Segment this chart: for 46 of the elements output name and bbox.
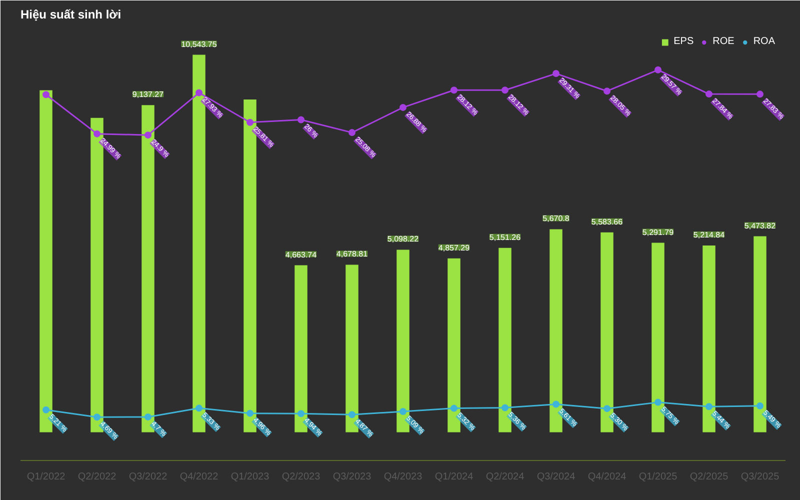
data-label: 5,670.8 <box>542 214 570 224</box>
point <box>94 414 100 421</box>
point <box>706 403 712 410</box>
point <box>400 408 406 416</box>
data-label: 10,543.75 <box>181 40 218 49</box>
point <box>348 411 356 418</box>
data-label: 5,098.22 <box>387 234 420 244</box>
point <box>42 91 50 98</box>
point <box>450 404 458 412</box>
point <box>552 70 560 78</box>
data-label: 4,663.74 <box>285 250 318 260</box>
point <box>604 88 610 95</box>
point <box>144 413 152 420</box>
point <box>502 404 508 412</box>
data-label: 4,678.81 <box>336 250 368 259</box>
data-label: 5,583.66 <box>591 217 624 226</box>
point <box>298 116 304 124</box>
point <box>196 404 202 412</box>
point <box>94 130 100 138</box>
point <box>400 104 406 111</box>
data-label: 5,473.82 <box>744 221 776 230</box>
legend-label: EPS <box>674 36 694 47</box>
point <box>246 118 254 126</box>
legend-label: ROE <box>712 36 734 47</box>
point <box>42 406 50 414</box>
point <box>144 132 152 139</box>
point <box>654 398 662 406</box>
point <box>450 86 458 94</box>
data-label: 4,857.29 <box>438 243 470 252</box>
point <box>706 90 712 98</box>
point <box>502 86 508 94</box>
point <box>552 400 560 408</box>
data-label: 5,214.84 <box>693 230 726 240</box>
legend-label: ROA <box>753 36 775 47</box>
point <box>348 129 356 136</box>
chart-title: Hiệu suất sinh lời <box>20 8 122 22</box>
point <box>604 405 610 412</box>
point <box>756 90 764 98</box>
data-label: 5,291.79 <box>642 228 674 237</box>
point <box>756 402 764 410</box>
point <box>196 89 202 96</box>
point <box>654 66 662 74</box>
point <box>298 410 304 418</box>
data-label: 5,151.26 <box>489 232 522 242</box>
data-label: 9,137.27 <box>132 90 164 100</box>
point <box>246 410 254 417</box>
